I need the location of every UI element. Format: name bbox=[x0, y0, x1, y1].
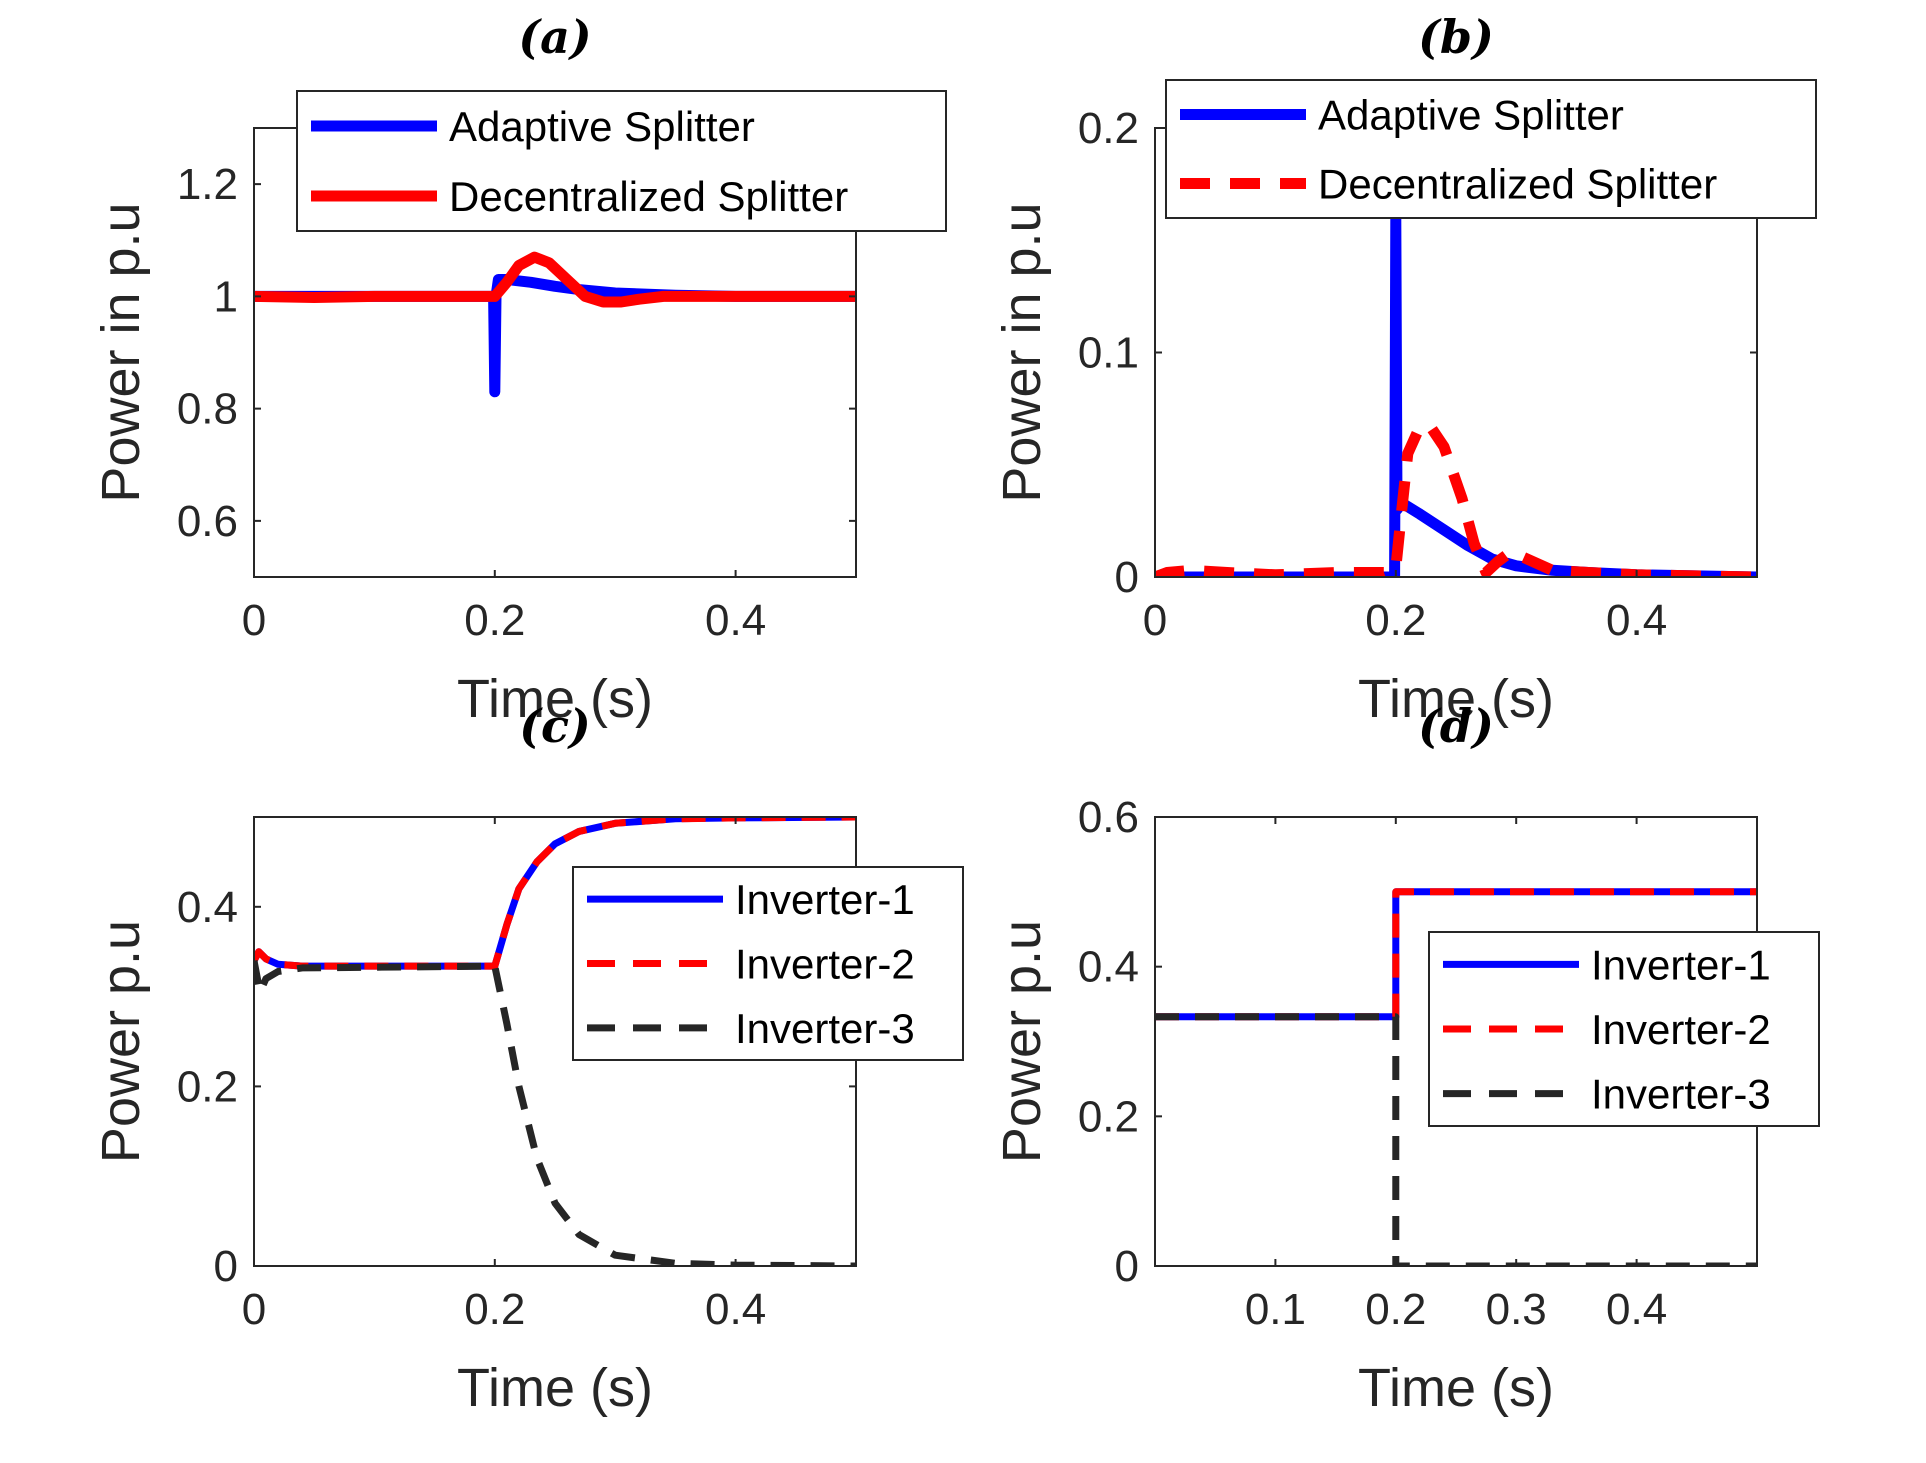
y-tick-label: 0.2 bbox=[1078, 1092, 1139, 1141]
series-line-adaptive-splitter bbox=[1155, 212, 1757, 577]
series-line-inverter-3 bbox=[254, 960, 856, 1266]
legend-entry-label: Inverter-3 bbox=[735, 1005, 915, 1052]
legend-entry-label: Decentralized Splitter bbox=[1318, 161, 1717, 208]
legend-entry-label: Inverter-2 bbox=[735, 941, 915, 988]
x-tick-label: 0.2 bbox=[464, 596, 525, 645]
x-tick-label: 0.3 bbox=[1486, 1285, 1547, 1334]
y-tick-label: 1 bbox=[214, 272, 238, 321]
legend-entry-label: Adaptive Splitter bbox=[1318, 92, 1624, 139]
series-line-decentralized-splitter bbox=[1155, 421, 1757, 577]
x-tick-label: 0.1 bbox=[1245, 1285, 1306, 1334]
chart-panel-b: (b) 0 0.2 0.4 0 0.1 0.2 Time (s) Power in p.u Ada… bbox=[992, 10, 1817, 729]
legend-box bbox=[296, 90, 947, 232]
y-tick-label: 0.8 bbox=[177, 385, 238, 434]
legend-entry-label: Inverter-2 bbox=[1591, 1006, 1771, 1053]
chart-panel-a: (a) 0 0.2 0.4 0.6 0.8 1 1.2 Time (s) Power in p.u… bbox=[91, 10, 947, 729]
x-tick-label: 0.4 bbox=[705, 596, 766, 645]
chart-panel-c: (c) 0 0.2 0.4 0 0.2 0.4 Time (s) Power p.u Invert… bbox=[91, 699, 964, 1418]
y-tick-label: 0.6 bbox=[177, 497, 238, 546]
series-line-decentralized-splitter bbox=[254, 251, 856, 308]
legend-entry-label: Adaptive Splitter bbox=[449, 103, 755, 150]
panel-title: (c) bbox=[519, 699, 591, 753]
y-axis-label: Power in p.u bbox=[91, 202, 151, 502]
y-tick-label: 0 bbox=[1115, 553, 1139, 602]
y-tick-label: 0.4 bbox=[177, 883, 238, 932]
x-axis-label: Time (s) bbox=[1358, 1358, 1554, 1418]
legend-entry-label: Inverter-1 bbox=[735, 876, 915, 923]
x-tick-label: 0.4 bbox=[1606, 1285, 1667, 1334]
x-tick-label: 0.4 bbox=[705, 1285, 766, 1334]
y-tick-label: 0.2 bbox=[177, 1062, 238, 1111]
y-axis-label: Power p.u bbox=[992, 920, 1052, 1163]
x-tick-label: 0.2 bbox=[1365, 596, 1426, 645]
x-tick-label: 0 bbox=[242, 596, 266, 645]
panel-title: (b) bbox=[1418, 10, 1494, 64]
y-tick-label: 1.2 bbox=[177, 160, 238, 209]
chart-panel-d: (d) 0.1 0.2 0.3 0.4 0 0.2 0.4 0.6 Time (s) Power p… bbox=[992, 699, 1820, 1418]
plot-area bbox=[1155, 888, 1757, 1266]
series-line-inverter-3 bbox=[1155, 1013, 1757, 1266]
legend-box bbox=[1165, 79, 1817, 219]
x-tick-label: 0.2 bbox=[464, 1285, 525, 1334]
y-axis-label: Power p.u bbox=[91, 920, 151, 1163]
y-tick-label: 0 bbox=[1115, 1242, 1139, 1291]
x-axis-label: Time (s) bbox=[1358, 669, 1554, 729]
y-tick-label: 0.6 bbox=[1078, 793, 1139, 842]
x-tick-label: 0 bbox=[1143, 596, 1167, 645]
legend: Adaptive Splitter Decentralized Splitter bbox=[296, 90, 947, 232]
plot-area bbox=[254, 251, 856, 398]
legend-entry-label: Decentralized Splitter bbox=[449, 173, 848, 220]
y-tick-label: 0.2 bbox=[1078, 104, 1139, 153]
legend: Inverter-1 Inverter-2 Inverter-3 bbox=[572, 866, 964, 1061]
series-line-inverter-2 bbox=[254, 817, 856, 970]
x-axis-label: Time (s) bbox=[457, 1358, 653, 1418]
y-tick-label: 0 bbox=[214, 1242, 238, 1291]
x-tick-label: 0 bbox=[242, 1285, 266, 1334]
legend-entry-label: Inverter-3 bbox=[1591, 1071, 1771, 1118]
x-tick-label: 0.4 bbox=[1606, 596, 1667, 645]
plot-area bbox=[254, 817, 856, 1266]
panel-title: (a) bbox=[518, 10, 591, 64]
plot-area bbox=[1155, 212, 1757, 577]
panel-title: (d) bbox=[1418, 699, 1494, 753]
x-axis-label: Time (s) bbox=[457, 669, 653, 729]
legend: Inverter-1 Inverter-2 Inverter-3 bbox=[1428, 931, 1820, 1127]
y-tick-label: 0.1 bbox=[1078, 329, 1139, 378]
legend-entry-label: Inverter-1 bbox=[1591, 941, 1771, 988]
x-tick-label: 0.2 bbox=[1365, 1285, 1426, 1334]
legend: Adaptive Splitter Decentralized Splitter bbox=[1165, 79, 1817, 219]
y-tick-label: 0.4 bbox=[1078, 943, 1139, 992]
y-axis-label: Power in p.u bbox=[992, 202, 1052, 502]
